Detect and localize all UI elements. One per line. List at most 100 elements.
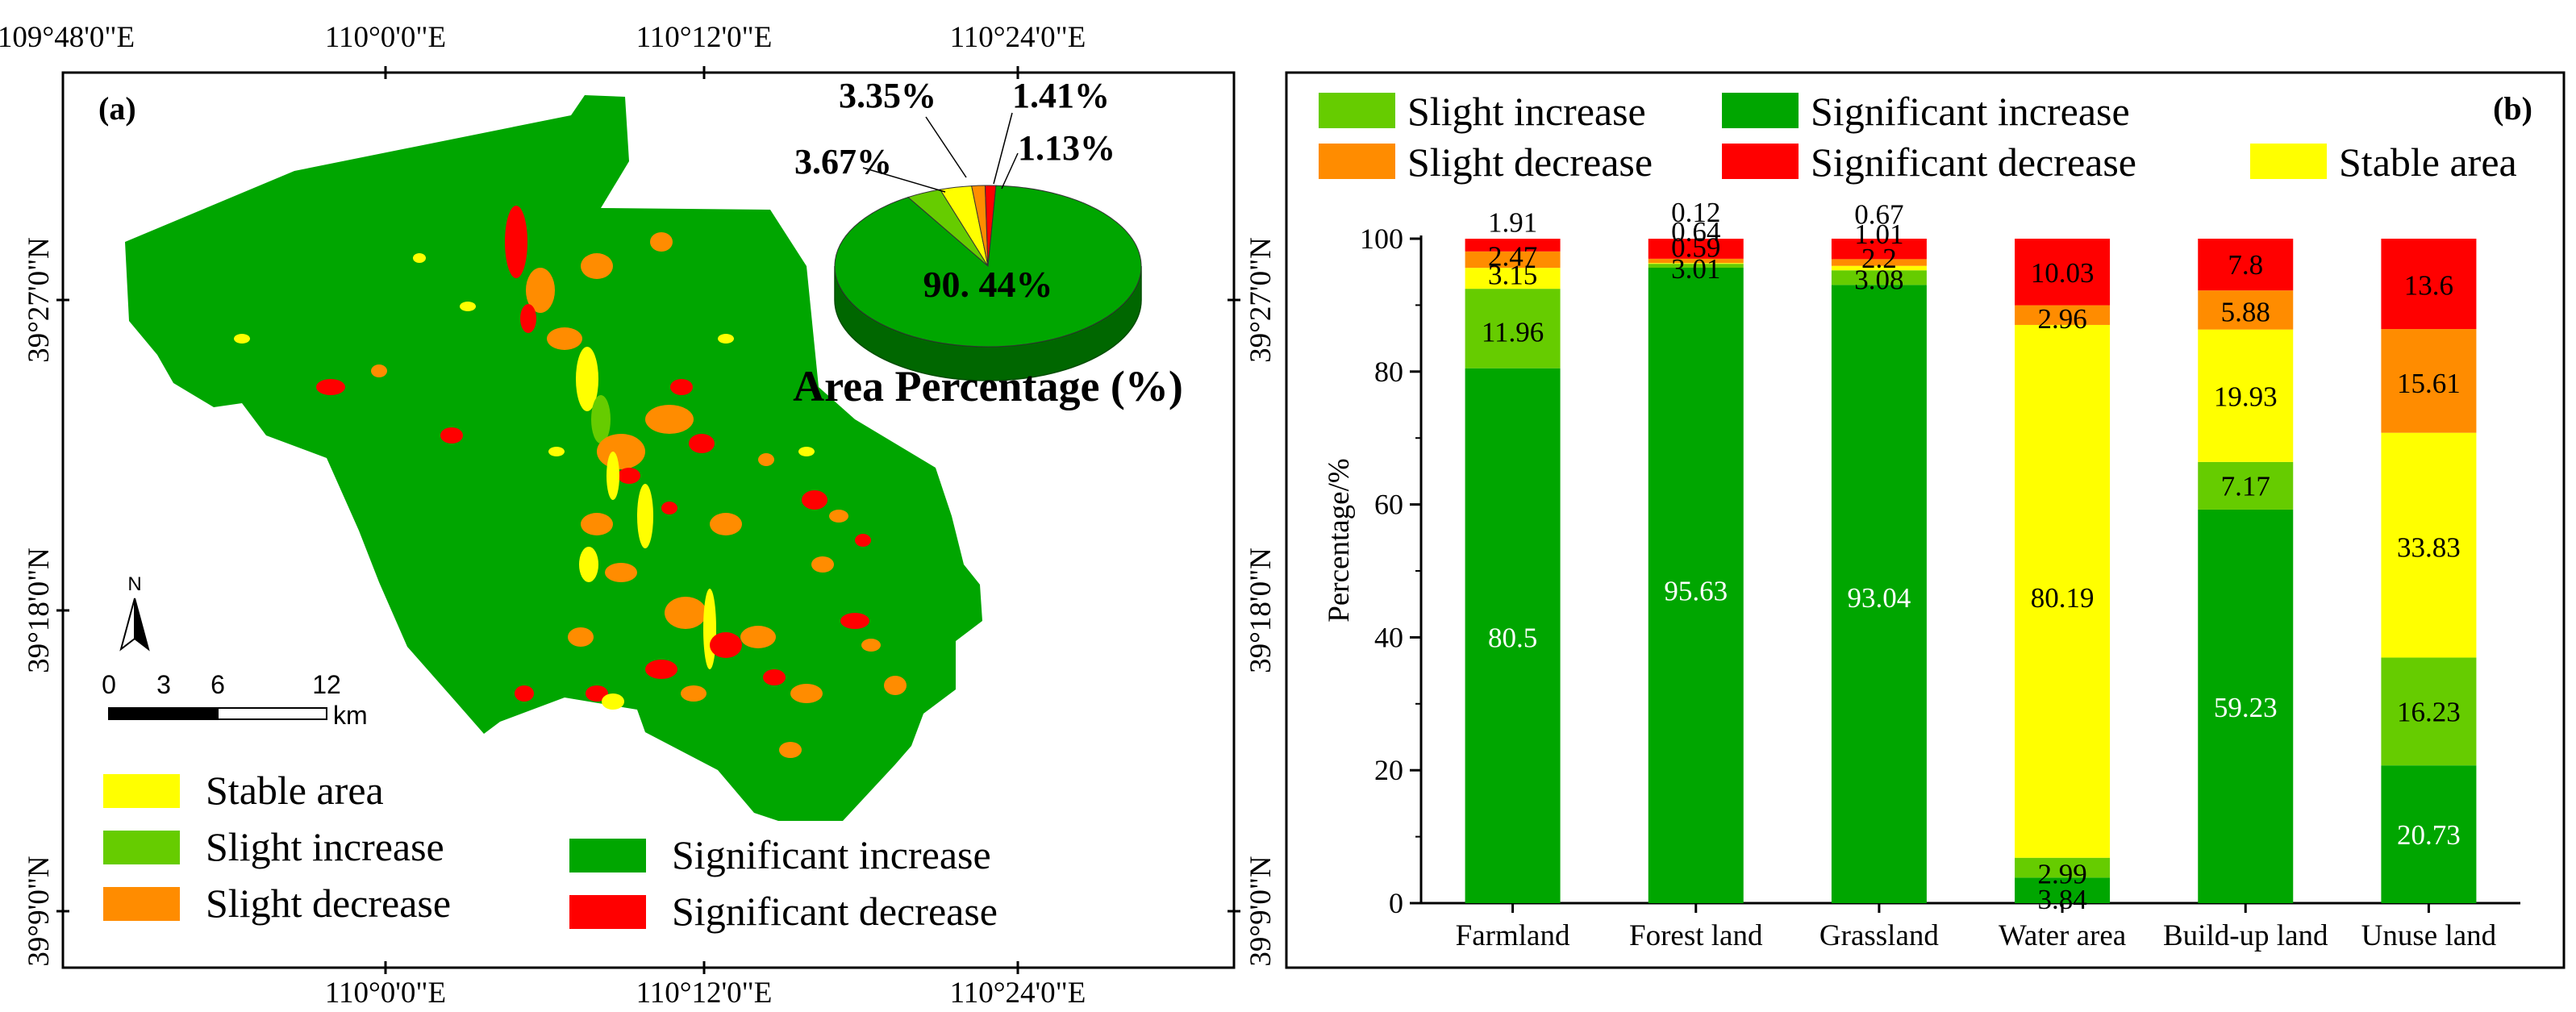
y-tick-label-20: 20 xyxy=(1374,754,1403,786)
bar-forest-land-significant-increase xyxy=(1648,268,1744,903)
bar-forest-land-slight-decrease xyxy=(1648,258,1744,264)
x-tick-label-unuse-land: Unuse land xyxy=(2361,919,2497,952)
lon-label-top-4: 110°24'0"E xyxy=(950,21,1086,54)
lat-label-right-2: 39°18'0"N xyxy=(1244,548,1278,673)
pie-label-significant-decrease: 1.13% xyxy=(1018,128,1115,168)
x-tick-label-forest-land: Forest land xyxy=(1629,919,1763,952)
map-legend-label-stable: Stable area xyxy=(206,768,384,813)
data-label-unuse-land-2: 33.83 xyxy=(2397,531,2461,563)
map-frame-ticks xyxy=(56,66,1240,974)
bar-build-up-land-stable-area xyxy=(2198,329,2294,462)
lon-label-top-2: 110°0'0"E xyxy=(325,21,446,54)
pie-label-stable-area: 3.35% xyxy=(839,76,936,115)
data-label-forest-land-3: 0.64 xyxy=(1671,216,1720,248)
data-label-build-up-land-4: 7.8 xyxy=(2228,249,2263,281)
panel-a-label: (a) xyxy=(98,90,136,127)
bar-grassland-stable-area xyxy=(1831,265,1927,271)
pie-leader-slight-decrease xyxy=(993,112,1013,185)
lon-label-bottom-3: 110°24'0"E xyxy=(950,977,1086,1010)
north-label: N xyxy=(127,573,141,595)
lat-label-right-1: 39°27'0"N xyxy=(1244,237,1278,363)
data-label-grassland-0: 93.04 xyxy=(1848,582,1911,614)
lat-label-left-2: 39°18'0"N xyxy=(23,548,56,673)
scale-label-0: 0 xyxy=(102,670,116,699)
map-legend-label-significant-increase: Significant increase xyxy=(672,832,991,877)
lat-label-right-3: 39°9'0"N xyxy=(1244,856,1278,966)
bar-build-up-land-significant-decrease xyxy=(2198,239,2294,291)
pie-leader-slight-increase xyxy=(862,167,946,193)
pie-label-slight-decrease: 1.41% xyxy=(1012,76,1110,115)
bar-grassland-significant-decrease xyxy=(1831,239,1927,260)
y-tick-label-80: 80 xyxy=(1374,356,1403,388)
y-tick-label-0: 0 xyxy=(1389,887,1403,919)
panel-b-stacked-bar: (b) Slight increase Significant increase… xyxy=(1285,71,2566,969)
data-label-build-up-land-1: 7.17 xyxy=(2221,471,2270,502)
x-tick-label-build-up-land: Build-up land xyxy=(2163,919,2328,952)
data-label-water-area-3: 2.96 xyxy=(2037,303,2086,335)
map-legend-swatch-slight-increase xyxy=(103,831,180,864)
bar-water-area-significant-increase xyxy=(2015,877,2111,903)
bar-legend-label-significant-decrease: Significant decrease xyxy=(1811,140,2136,185)
data-label-farmland-1: 11.96 xyxy=(1482,316,1544,348)
scale-unit: km xyxy=(333,701,368,730)
bar-build-up-land-slight-decrease xyxy=(2198,290,2294,330)
data-label-grassland-4: 0.67 xyxy=(1854,199,1903,231)
map-legend-label-slight-decrease: Slight decrease xyxy=(206,881,451,926)
x-tick-label-water-area: Water area xyxy=(1999,919,2126,952)
bar-water-area-slight-decrease xyxy=(2015,305,2111,325)
bar-farmland-significant-decrease xyxy=(1465,239,1561,252)
y-axis-label: Percentage/% xyxy=(1323,458,1356,622)
data-label-grassland-2: 2.2 xyxy=(1861,243,1897,274)
lon-label-top-1: 109°48'0"E xyxy=(0,21,135,54)
data-label-grassland-1: 3.08 xyxy=(1854,264,1903,295)
north-arrow: N xyxy=(119,573,150,652)
bar-legend-label-slight-increase: Slight increase xyxy=(1407,89,1646,134)
x-tick-label-grassland: Grassland xyxy=(1819,919,1939,952)
map-legend-label-slight-increase: Slight increase xyxy=(206,824,444,869)
bar-legend-swatch-stable xyxy=(2250,144,2327,179)
data-label-farmland-0: 80.5 xyxy=(1488,622,1537,653)
pie-title: Area Percentage (%) xyxy=(793,362,1183,410)
panel-a-map: 109°48'0"E 110°0'0"E 110°12'0"E 110°24'0… xyxy=(0,21,1278,1010)
bar-legend: Slight increase Significant increase Sli… xyxy=(1319,89,2517,185)
bar-unuse-land-significant-decrease xyxy=(2381,239,2477,330)
bar-grassland-significant-increase xyxy=(1831,285,1927,903)
data-label-build-up-land-3: 5.88 xyxy=(2221,297,2270,328)
lon-label-top-3: 110°12'0"E xyxy=(636,21,773,54)
panel-b-label: (b) xyxy=(2493,90,2532,127)
bar-forest-land-stable-area xyxy=(1648,263,1744,264)
scale-label-3: 12 xyxy=(312,670,341,699)
map-legend: Stable area Slight increase Slight decre… xyxy=(103,768,998,934)
bar-legend-label-significant-increase: Significant increase xyxy=(1811,89,2130,134)
bar-forest-land-significant-decrease xyxy=(1648,239,1744,259)
change-patches xyxy=(234,206,907,758)
scale-label-1: 3 xyxy=(156,670,171,699)
bar-water-area-slight-increase xyxy=(2015,857,2111,878)
data-label-water-area-4: 10.03 xyxy=(2031,257,2095,289)
bar-water-area-significant-decrease xyxy=(2015,239,2111,306)
data-label-build-up-land-0: 59.23 xyxy=(2214,692,2278,723)
data-label-water-area-2: 80.19 xyxy=(2031,582,2095,614)
lon-label-bottom-2: 110°12'0"E xyxy=(636,977,773,1010)
scale-label-2: 6 xyxy=(210,670,225,699)
y-tick-label-60: 60 xyxy=(1374,489,1403,521)
bar-build-up-land-significant-increase xyxy=(2198,509,2294,903)
bar-farmland-slight-decrease xyxy=(1465,251,1561,269)
pie-leader-stable-area xyxy=(925,116,967,178)
pie-label-significant-increase: 90. 44% xyxy=(923,264,1053,305)
bar-water-area-stable-area xyxy=(2015,324,2111,858)
data-label-farmland-2: 3.15 xyxy=(1488,259,1537,290)
data-label-unuse-land-4: 13.6 xyxy=(2404,270,2453,302)
x-tick-label-farmland: Farmland xyxy=(1456,919,1570,952)
bar-forest-land-slight-increase xyxy=(1648,264,1744,269)
data-label-forest-land-2: 0.59 xyxy=(1671,232,1720,264)
bar-unuse-land-slight-increase xyxy=(2381,657,2477,766)
data-label-water-area-0: 3.84 xyxy=(2037,884,2086,915)
bar-farmland-significant-increase xyxy=(1465,368,1561,903)
data-label-grassland-3: 1.01 xyxy=(1854,219,1903,250)
bar-legend-swatch-slight-increase xyxy=(1319,93,1395,128)
map-legend-swatch-slight-decrease xyxy=(103,887,180,921)
map-legend-label-significant-decrease: Significant decrease xyxy=(672,889,998,934)
data-label-forest-land-0: 95.63 xyxy=(1664,576,1728,607)
